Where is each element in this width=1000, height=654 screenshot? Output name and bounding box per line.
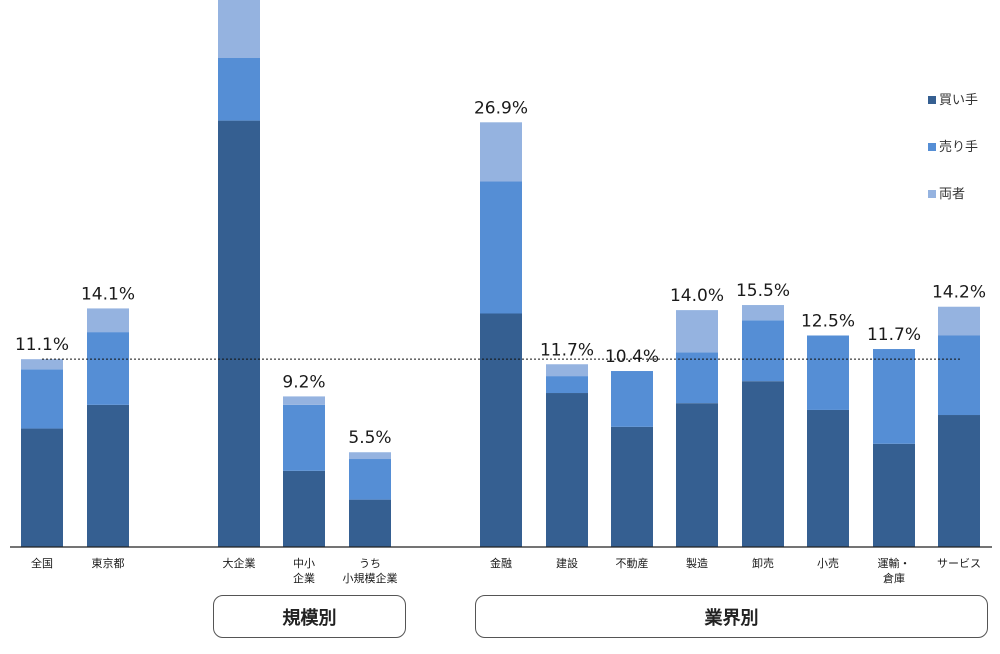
- bar-segment-1-0: [87, 404, 129, 547]
- total-label-5: 26.9%: [474, 98, 528, 118]
- category-label-2: 大企業: [223, 556, 256, 570]
- bar-segment-0-2: [21, 359, 63, 370]
- bar-segment-6-0: [546, 393, 588, 547]
- legend-label-1: 売り手: [939, 139, 978, 155]
- bar-segment-5-1: [480, 181, 522, 314]
- total-label-3: 9.2%: [282, 372, 325, 392]
- bar-segment-5-2: [480, 122, 522, 182]
- total-label-0: 11.1%: [15, 335, 69, 355]
- legend-label-2: 両者: [939, 187, 965, 202]
- bar-segment-0-1: [21, 369, 63, 429]
- total-label-4: 5.5%: [348, 428, 391, 448]
- bar-segment-8-0: [676, 403, 718, 547]
- total-label-10: 12.5%: [801, 311, 855, 331]
- category-label-3-0: 中小: [293, 557, 315, 570]
- bar-segment-12-2: [938, 306, 980, 336]
- category-label-0: 全国: [31, 556, 53, 570]
- category-label-4-1: 小規模企業: [343, 571, 398, 585]
- category-label-7: 不動産: [616, 556, 649, 570]
- bar-segment-8-1: [676, 352, 718, 404]
- category-label-8: 製造: [686, 556, 708, 570]
- bar-segment-9-2: [742, 305, 784, 321]
- category-label-3-1: 企業: [293, 571, 315, 585]
- bar-segment-2-0: [218, 120, 260, 547]
- bar-segment-10-0: [807, 409, 849, 547]
- bar-segment-7-1: [611, 371, 653, 427]
- category-label-1: 東京都: [92, 556, 125, 570]
- bar-segment-3-2: [283, 396, 325, 405]
- group-label-industry: 業界別: [475, 595, 988, 638]
- legend-swatch-0: [928, 96, 936, 104]
- category-label-5: 金融: [490, 556, 512, 570]
- bar-segment-4-1: [349, 459, 391, 500]
- bar-segment-9-0: [742, 381, 784, 547]
- category-label-12: サービス: [937, 557, 981, 570]
- legend-label-0: 買い手: [939, 93, 978, 108]
- category-label-10: 小売: [817, 557, 839, 570]
- category-label-9: 卸売: [752, 556, 774, 570]
- bar-segment-2-1: [218, 57, 260, 121]
- bar-segment-4-0: [349, 499, 391, 547]
- bar-segment-0-0: [21, 428, 63, 547]
- bar-segment-11-0: [873, 443, 915, 547]
- bar-segment-8-2: [676, 310, 718, 353]
- bar-segment-6-2: [546, 364, 588, 377]
- legend-swatch-1: [928, 143, 936, 151]
- category-label-11-0: 運輸・: [878, 556, 911, 570]
- total-label-12: 14.2%: [932, 283, 986, 303]
- total-label-6: 11.7%: [540, 340, 594, 360]
- total-label-8: 14.0%: [670, 286, 724, 306]
- bar-segment-1-2: [87, 308, 129, 333]
- bar-segment-7-0: [611, 426, 653, 547]
- bar-segment-3-1: [283, 404, 325, 471]
- bar-segment-9-1: [742, 320, 784, 382]
- bar-segment-1-1: [87, 332, 129, 405]
- group-label-size: 規模別: [213, 595, 406, 638]
- bar-segment-6-1: [546, 376, 588, 394]
- total-label-1: 14.1%: [81, 284, 135, 304]
- bar-segment-10-1: [807, 335, 849, 410]
- bar-segment-4-2: [349, 452, 391, 460]
- category-label-6: 建設: [556, 556, 578, 570]
- bar-segment-11-1: [873, 349, 915, 444]
- total-label-11: 11.7%: [867, 325, 921, 345]
- bar-segment-12-1: [938, 335, 980, 416]
- category-label-11-1: 倉庫: [883, 571, 905, 585]
- category-label-4-0: うち: [359, 557, 381, 570]
- total-label-9: 15.5%: [736, 281, 790, 301]
- legend-swatch-2: [928, 190, 936, 198]
- bar-segment-3-0: [283, 470, 325, 547]
- bar-segment-2-2: [218, 0, 260, 58]
- bar-segment-5-0: [480, 313, 522, 547]
- total-label-7: 10.4%: [605, 347, 659, 367]
- bar-segment-12-0: [938, 415, 980, 547]
